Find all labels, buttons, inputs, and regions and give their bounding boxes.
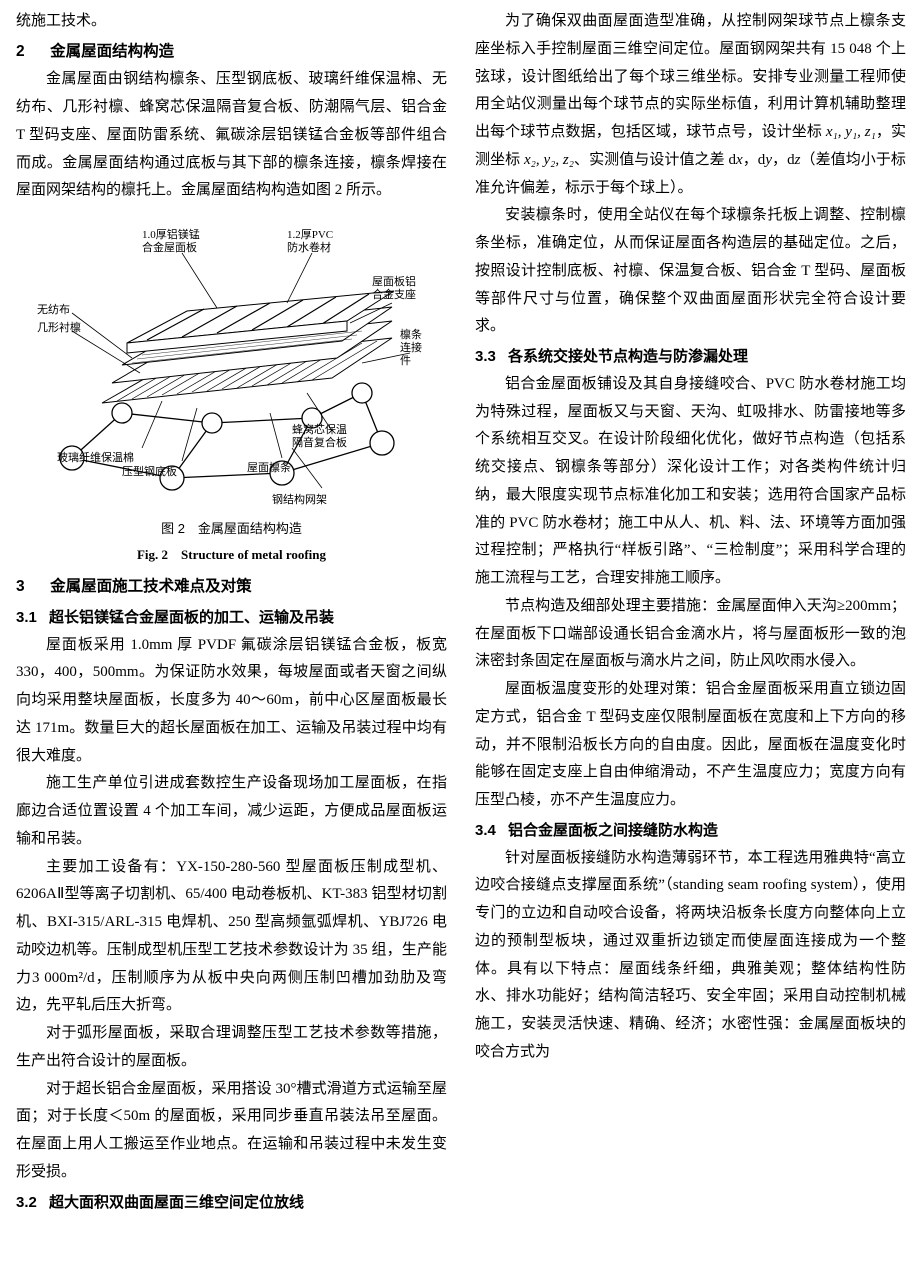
heading-title: 金属屋面结构构造 xyxy=(50,43,174,60)
svg-text:压型钢底板: 压型钢底板 xyxy=(122,464,177,478)
svg-text:件: 件 xyxy=(400,354,411,367)
figure-2-svg: 1.0厚铝镁锰 合金屋面板 1.2厚PVC 防水卷材 无纺布 几形衬檩 屋面板铝… xyxy=(32,213,432,513)
heading-title: 铝合金屋面板之间接缝防水构造 xyxy=(508,822,718,839)
heading-3-1: 3.1超长铝镁锰合金屋面板的加工、运输及吊装 xyxy=(16,604,447,632)
svg-text:1.0厚铝镁锰: 1.0厚铝镁锰 xyxy=(142,227,200,241)
svg-text:合金屋面板: 合金屋面板 xyxy=(142,240,197,254)
heading-title: 各系统交接处节点构造与防渗漏处理 xyxy=(508,348,748,365)
svg-text:1.2厚PVC: 1.2厚PVC xyxy=(287,228,333,241)
para: 金属屋面由钢结构檩条、压型钢底板、玻璃纤维保温棉、无纺布、几形衬檩、蜂窝芯保温隔… xyxy=(16,66,447,205)
heading-num: 3.2 xyxy=(16,1189,49,1217)
svg-text:蜂窝芯保温: 蜂窝芯保温 xyxy=(292,422,347,436)
para-3-2a: 为了确保双曲面屋面造型准确，从控制网架球节点上檩条支座坐标入手控制屋面三维空间定… xyxy=(475,8,906,202)
heading-2: 2金属屋面结构构造 xyxy=(16,38,447,67)
para-continuation: 统施工技术。 xyxy=(16,8,447,36)
para: 安装檩条时，使用全站仪在每个球檩条托板上调整、控制檩条坐标，准确定位，从而保证屋… xyxy=(475,202,906,341)
para: 施工生产单位引进成套数控生产设备现场加工屋面板，在指廊边合适位置设置 4 个加工… xyxy=(16,770,447,853)
para: 屋面板采用 1.0mm 厚 PVDF 氟碳涂层铝镁锰合金板，板宽 330，400… xyxy=(16,632,447,771)
heading-num: 2 xyxy=(16,38,50,67)
svg-text:玻璃纤维保温棉: 玻璃纤维保温棉 xyxy=(57,450,134,464)
heading-title: 超长铝镁锰合金屋面板的加工、运输及吊装 xyxy=(49,609,334,626)
figure-2-caption-en: Fig. 2 Structure of metal roofing xyxy=(16,543,447,567)
heading-num: 3.4 xyxy=(475,817,508,845)
heading-3-3: 3.3各系统交接处节点构造与防渗漏处理 xyxy=(475,343,906,371)
heading-num: 3.1 xyxy=(16,604,49,632)
heading-title: 超大面积双曲面屋面三维空间定位放线 xyxy=(49,1194,304,1211)
svg-text:无纺布: 无纺布 xyxy=(37,302,70,316)
heading-3: 3金属屋面施工技术难点及对策 xyxy=(16,573,447,602)
svg-text:防水卷材: 防水卷材 xyxy=(287,240,331,254)
heading-num: 3 xyxy=(16,573,50,602)
heading-3-2: 3.2超大面积双曲面屋面三维空间定位放线 xyxy=(16,1189,447,1217)
svg-text:合金支座: 合金支座 xyxy=(372,287,416,301)
svg-text:檩条: 檩条 xyxy=(400,327,422,341)
para: 主要加工设备有：YX-150-280-560 型屋面板压制成型机、6206AⅡ型… xyxy=(16,854,447,1021)
para: 对于超长铝合金屋面板，采用搭设 30°槽式滑道方式运输至屋面；对于长度＜50m … xyxy=(16,1076,447,1187)
svg-text:连接: 连接 xyxy=(400,341,422,354)
para: 铝合金屋面板铺设及其自身接缝咬合、PVC 防水卷材施工均为特殊过程，屋面板又与天… xyxy=(475,371,906,593)
svg-text:屋面板铝: 屋面板铝 xyxy=(372,274,416,288)
svg-text:屋面檩条: 屋面檩条 xyxy=(247,460,291,474)
svg-text:隔音复合板: 隔音复合板 xyxy=(292,435,347,449)
para: 针对屋面板接缝防水构造薄弱环节，本工程选用雅典特“高立边咬合接缝点支撑屋面系统”… xyxy=(475,845,906,1067)
para: 屋面板温度变形的处理对策：铝合金屋面板采用直立锁边固定方式，铝合金 T 型码支座… xyxy=(475,676,906,815)
svg-text:几形衬檩: 几形衬檩 xyxy=(37,320,81,334)
para: 节点构造及细部处理主要措施：金属屋面伸入天沟≥200mm；在屋面板下口端部设通长… xyxy=(475,593,906,676)
svg-text:钢结构网架: 钢结构网架 xyxy=(272,492,327,506)
para: 对于弧形屋面板，采取合理调整压型工艺技术参数等措施，生产出符合设计的屋面板。 xyxy=(16,1020,447,1076)
heading-title: 金属屋面施工技术难点及对策 xyxy=(50,578,252,595)
heading-num: 3.3 xyxy=(475,343,508,371)
heading-3-4: 3.4铝合金屋面板之间接缝防水构造 xyxy=(475,817,906,845)
figure-2: 1.0厚铝镁锰 合金屋面板 1.2厚PVC 防水卷材 无纺布 几形衬檩 屋面板铝… xyxy=(16,213,447,567)
figure-2-caption-cn: 图 2 金属屋面结构构造 xyxy=(16,517,447,541)
